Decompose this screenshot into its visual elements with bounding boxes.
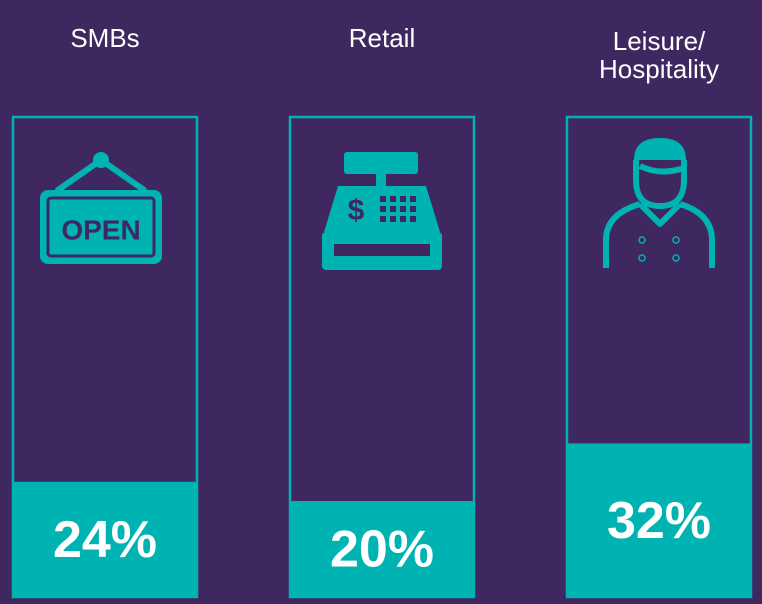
svg-text:OPEN: OPEN (61, 214, 140, 245)
icon-open-sign: OPEN (40, 152, 162, 264)
icon-cash-register: $ (322, 152, 442, 270)
category-label: Retail (348, 23, 416, 53)
value-label: 20% (330, 521, 434, 579)
svg-text:$: $ (348, 194, 365, 227)
category-label: SMBs (70, 23, 140, 53)
bar (567, 443, 751, 597)
bar (290, 501, 474, 597)
value-label: 24% (53, 511, 157, 569)
icon-bellhop (603, 138, 715, 268)
bar (13, 481, 197, 597)
value-label: 32% (607, 492, 711, 550)
category-label: Leisure/ Hospitality (599, 26, 719, 84)
